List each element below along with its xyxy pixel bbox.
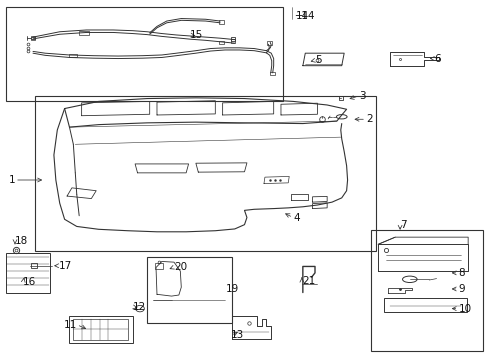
Bar bbox=[30, 36, 35, 40]
Text: 13: 13 bbox=[230, 330, 244, 341]
Text: 17: 17 bbox=[59, 261, 72, 271]
Bar bbox=[383, 298, 466, 312]
Text: 2: 2 bbox=[366, 114, 372, 124]
Text: 11: 11 bbox=[63, 320, 77, 330]
Text: 20: 20 bbox=[174, 262, 187, 272]
Text: 4: 4 bbox=[292, 212, 299, 222]
Bar bbox=[69, 316, 132, 342]
Bar bbox=[35, 96, 375, 251]
Text: ─14: ─14 bbox=[295, 11, 314, 21]
Text: 18: 18 bbox=[15, 236, 28, 246]
Text: 5: 5 bbox=[314, 55, 321, 65]
Text: 10: 10 bbox=[458, 303, 470, 314]
Bar bbox=[6, 7, 283, 102]
Text: 9: 9 bbox=[458, 284, 464, 294]
Bar bbox=[147, 257, 232, 323]
Text: 7: 7 bbox=[399, 220, 406, 230]
Bar bbox=[219, 41, 224, 44]
Bar bbox=[30, 263, 37, 268]
Text: 3: 3 bbox=[358, 91, 365, 101]
Text: 1: 1 bbox=[8, 175, 15, 185]
Text: 16: 16 bbox=[23, 277, 37, 287]
Text: 12: 12 bbox=[132, 302, 145, 312]
Bar bbox=[370, 230, 482, 351]
Text: 14: 14 bbox=[295, 11, 308, 21]
Text: 8: 8 bbox=[458, 268, 464, 278]
Bar bbox=[269, 72, 274, 75]
Bar bbox=[73, 319, 127, 340]
Bar bbox=[69, 54, 77, 58]
Bar bbox=[6, 253, 50, 293]
Text: 6: 6 bbox=[433, 54, 440, 64]
Bar bbox=[219, 20, 224, 23]
Text: 15: 15 bbox=[190, 30, 203, 40]
Bar bbox=[267, 41, 271, 45]
Text: 21: 21 bbox=[301, 276, 314, 286]
Bar bbox=[154, 263, 163, 269]
Bar bbox=[79, 31, 89, 35]
Text: 19: 19 bbox=[225, 284, 239, 294]
